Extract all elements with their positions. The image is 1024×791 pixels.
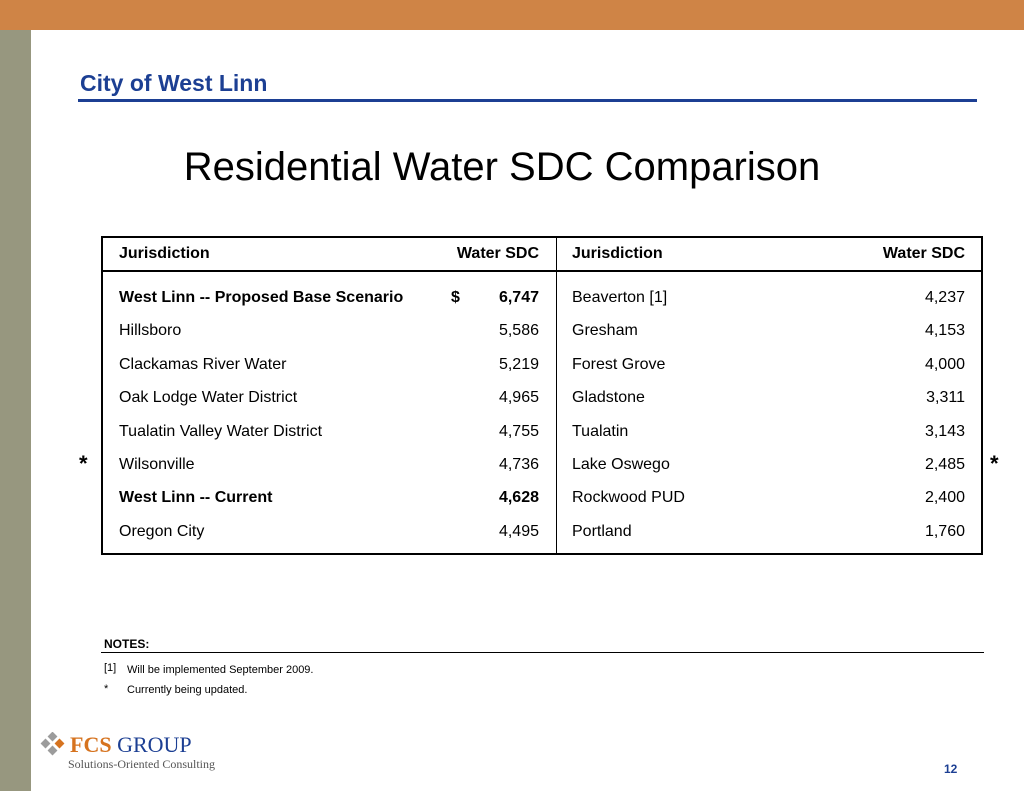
- table-cell-jurisdiction: Oregon City: [119, 522, 205, 540]
- sdc-comparison-table: Jurisdiction Water SDC Jurisdiction Wate…: [101, 236, 983, 555]
- table-cell-jurisdiction: Lake Oswego: [572, 456, 670, 473]
- slide-title: Residential Water SDC Comparison: [183, 145, 821, 189]
- table-cell-jurisdiction: Portland: [572, 522, 632, 540]
- diamond-cluster-icon: [40, 732, 65, 756]
- table-cell-sdc: 4,000: [924, 355, 965, 373]
- table-cell-sdc: 4,237: [924, 289, 965, 306]
- table-cell-sdc: 6,747: [498, 289, 539, 306]
- notes-title: NOTES:: [104, 637, 150, 651]
- table-cell-jurisdiction: Gresham: [572, 322, 638, 340]
- table-cell-sdc: 4,628: [498, 489, 539, 507]
- note-marker: [1]: [104, 662, 117, 674]
- note-text: Currently being updated.: [127, 684, 248, 696]
- org-title: City of West Linn: [80, 70, 268, 96]
- table-cell-sdc: 5,586: [498, 322, 539, 340]
- header-rule: [103, 270, 981, 272]
- table-cell-sdc: 4,755: [498, 422, 539, 440]
- logo-tagline: Solutions-Oriented Consulting: [68, 757, 215, 771]
- table-cell-sdc: 2,400: [924, 489, 965, 507]
- notes-divider: [101, 652, 984, 653]
- left-asterisk: *: [79, 451, 88, 476]
- table-cell-sdc: 5,219: [498, 355, 539, 373]
- col-header-jurisdiction-left: Jurisdiction: [119, 245, 210, 262]
- left-accent-bar: [0, 30, 31, 791]
- logo-name: FCS GROUP: [70, 732, 192, 758]
- table-cell-jurisdiction: Forest Grove: [572, 355, 666, 373]
- table-cell-jurisdiction: Beaverton [1]: [572, 289, 668, 306]
- table-cell-sdc: 3,311: [926, 389, 965, 407]
- table-cell-jurisdiction: Oak Lodge Water District: [119, 389, 298, 407]
- table-cell-jurisdiction: Gladstone: [572, 389, 645, 407]
- table-cell-jurisdiction: West Linn -- Proposed Base Scenario: [119, 289, 404, 306]
- fcs-group-logo: FCS GROUP Solutions-Oriented Consulting: [40, 732, 220, 774]
- table-cell-sdc: 4,965: [498, 389, 539, 407]
- table-cell-sdc: 3,143: [924, 422, 965, 440]
- header-divider: [78, 99, 977, 102]
- table-cell-currency: $: [451, 289, 460, 306]
- column-divider: [556, 238, 557, 553]
- logo-name-group: GROUP: [111, 732, 192, 757]
- table-cell-sdc: 1,760: [924, 522, 965, 540]
- table-cell-jurisdiction: Hillsboro: [119, 322, 182, 340]
- top-accent-bar: [0, 0, 1024, 30]
- right-asterisk: *: [990, 451, 999, 476]
- col-header-jurisdiction-right: Jurisdiction: [572, 245, 663, 262]
- table-cell-jurisdiction: Wilsonville: [119, 456, 195, 473]
- table-cell-jurisdiction: Clackamas River Water: [119, 355, 287, 373]
- table-cell-jurisdiction: West Linn -- Current: [119, 489, 273, 507]
- note-marker: *: [104, 683, 109, 695]
- logo-name-fcs: FCS: [70, 732, 112, 757]
- table-cell-sdc: 2,485: [924, 456, 965, 473]
- table-cell-jurisdiction: Rockwood PUD: [572, 489, 685, 507]
- col-header-sdc-left: Water SDC: [456, 245, 539, 262]
- note-text: Will be implemented September 2009.: [127, 664, 314, 676]
- col-header-sdc-right: Water SDC: [882, 245, 965, 262]
- table-cell-jurisdiction: Tualatin Valley Water District: [119, 422, 323, 440]
- page-number: 12: [944, 762, 958, 776]
- table-cell-sdc: 4,153: [924, 322, 965, 340]
- table-cell-jurisdiction: Tualatin: [572, 422, 629, 440]
- table-cell-sdc: 4,495: [498, 522, 539, 540]
- table-cell-sdc: 4,736: [498, 456, 539, 473]
